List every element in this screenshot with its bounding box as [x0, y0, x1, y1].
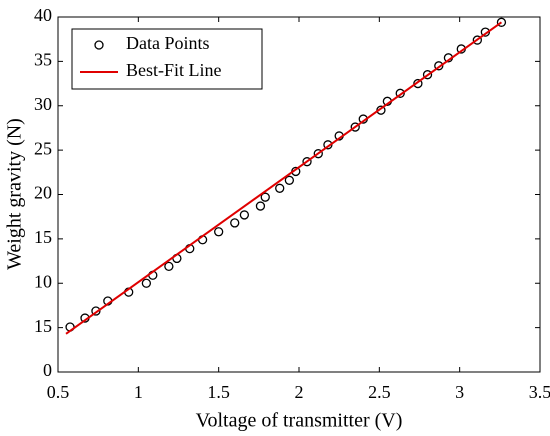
data-point [422, 70, 433, 80]
y-tick-label: 0 [43, 360, 52, 380]
x-tick-label: 3.5 [529, 382, 550, 402]
data-point [91, 306, 101, 316]
data-point [164, 261, 174, 272]
data-point [313, 149, 323, 159]
y-tick-label: 10 [34, 271, 52, 291]
data-point [214, 227, 224, 237]
x-tick-label: 0.5 [47, 382, 70, 402]
data-point [260, 192, 270, 202]
data-point [496, 17, 507, 27]
data-point [395, 88, 405, 98]
legend [71, 28, 263, 90]
legend-swatch [94, 40, 104, 50]
data-point [141, 278, 152, 288]
data-point [230, 218, 240, 228]
data-point [413, 78, 423, 89]
data-point [255, 201, 266, 211]
data-point [302, 157, 312, 167]
fit-line [65, 21, 503, 335]
y-tick-label: 30 [34, 94, 52, 114]
data-point [284, 175, 295, 185]
data-point [350, 122, 360, 132]
data-point [275, 183, 285, 193]
x-tick-label: 1 [134, 382, 143, 402]
x-axis-label: Voltage of transmitter (V) [196, 410, 403, 432]
legend-label: Best-Fit Line [126, 60, 222, 80]
x-tick-label: 1.5 [207, 382, 230, 402]
x-tick-label: 2.5 [368, 382, 391, 402]
x-tick-label: 2 [295, 382, 304, 402]
y-tick-label: 20 [34, 183, 52, 203]
y-tick-label: 40 [34, 5, 52, 25]
y-tick-label: 15 [34, 227, 52, 247]
legend-label: Data Points [126, 33, 210, 53]
x-tick-label: 3 [455, 382, 464, 402]
data-point [472, 35, 482, 45]
y-tick-label: 15 [34, 316, 52, 336]
y-tick-label: 25 [34, 138, 52, 158]
data-point [239, 210, 250, 220]
y-tick-label: 35 [34, 50, 52, 70]
y-axis-label: Weight gravity (N) [4, 118, 26, 270]
data-point [434, 61, 444, 71]
